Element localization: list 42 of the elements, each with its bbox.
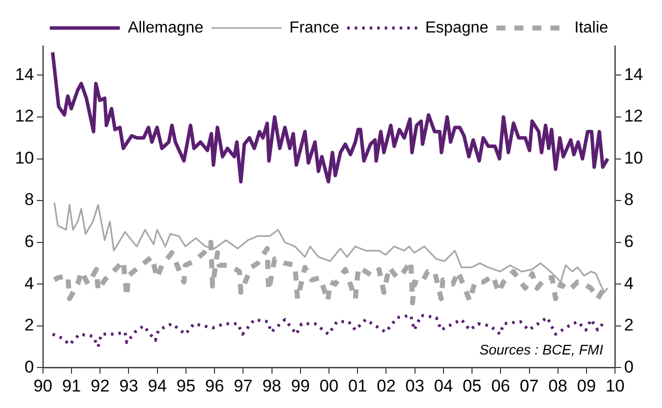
y2-tick-label: 12	[624, 106, 644, 126]
legend-label: Espagne	[425, 19, 488, 36]
x-tick-label: 05	[462, 376, 482, 396]
y-tick-label: 2	[24, 316, 34, 335]
x-tick-label: 91	[62, 376, 81, 396]
x-tick-label: 04	[434, 376, 453, 396]
y-tick-label: 8	[24, 190, 34, 210]
y-tick-label: 10	[14, 148, 34, 168]
x-tick-label: 07	[520, 376, 539, 396]
x-tick-label: 96	[205, 376, 224, 396]
x-tick-label: 03	[405, 376, 424, 396]
y-tick-label: 0	[24, 357, 34, 376]
x-tick-label: 99	[290, 376, 310, 396]
legend-label: Italie	[574, 19, 608, 36]
x-tick-label: 95	[176, 376, 196, 396]
y-tick-label: 12	[14, 106, 34, 126]
x-tick-label: 97	[234, 376, 253, 396]
x-tick-label: 98	[262, 376, 282, 396]
x-tick-label: 06	[491, 376, 510, 396]
y2-tick-label: 8	[624, 190, 634, 210]
y2-tick-label: 4	[624, 274, 634, 293]
legend-label: Allemagne	[128, 19, 204, 36]
x-tick-label: 02	[376, 376, 396, 396]
x-tick-label: 10	[606, 376, 625, 396]
x-tick-label: 01	[348, 376, 368, 396]
legend-label: France	[289, 19, 340, 36]
y-tick-label: 6	[24, 232, 34, 251]
y2-tick-label: 0	[624, 357, 634, 376]
x-tick-label: 08	[548, 376, 568, 396]
y2-tick-label: 2	[624, 316, 634, 335]
y2-tick-label: 14	[624, 64, 644, 84]
y-tick-label: 4	[24, 274, 34, 293]
x-tick-label: 09	[577, 376, 596, 396]
y2-tick-label: 10	[624, 148, 644, 168]
x-tick-label: 94	[148, 376, 167, 396]
y-tick-label: 14	[14, 64, 34, 84]
y2-tick-label: 6	[624, 232, 634, 251]
x-tick-label: 00	[320, 376, 338, 396]
x-tick-label: 92	[90, 376, 110, 396]
x-tick-label: 90	[33, 376, 52, 396]
x-tick-label: 93	[119, 376, 138, 396]
annotation: Sources : BCE, FMI	[479, 341, 604, 358]
